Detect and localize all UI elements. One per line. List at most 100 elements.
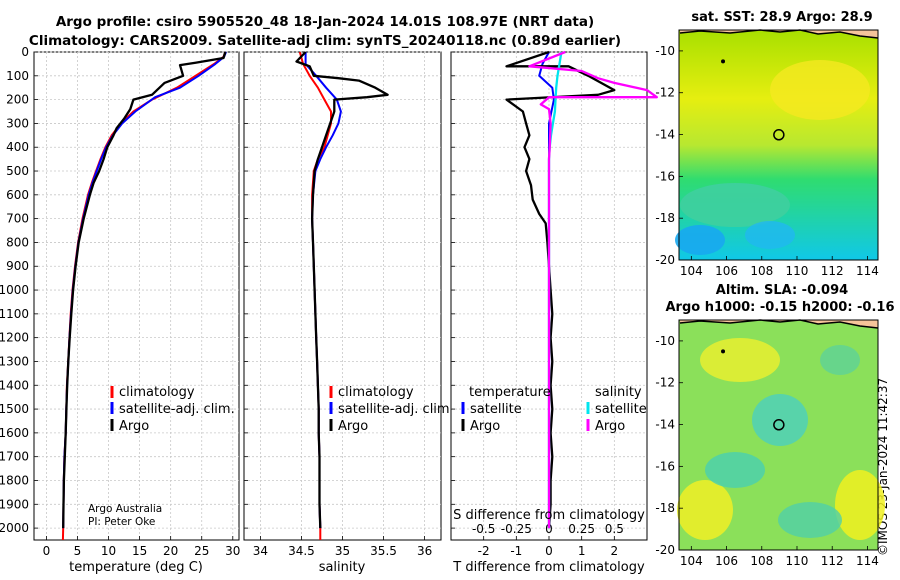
salinity-panel: 34 34.5 35 35.5 36 salinity climatology sate… [243,51,454,575]
ytick-label: 1900 [0,497,29,511]
credit-line1: Argo Australia [88,503,162,515]
legend-argo-s: Argo [338,419,368,434]
x2tick-label: -0.25 [501,522,532,536]
x2tick-label: -0.5 [472,522,495,536]
xtick-label: 30 [225,544,240,558]
ytick-label: 0 [21,45,29,59]
xtick-label: 35.5 [370,544,397,558]
lon-tick-label: 104 [680,264,703,278]
xtick-label: -1 [510,544,522,558]
temperature-panel: 0100200300400500600700800900100011001200… [0,45,240,575]
lon-tick-label: 108 [750,264,773,278]
legend-argo: Argo [119,419,149,434]
previous-position-marker [721,349,726,354]
xtick-label: 1 [578,544,586,558]
legend-climatology: climatology [119,385,195,400]
legend-temp-satellite: satellite [470,402,522,417]
lon-tick-label: 110 [786,264,809,278]
xtick-label: 35 [335,544,350,558]
ytick-label: 1800 [0,473,29,487]
ytick-label: 400 [6,140,29,154]
lon-tick-label: 112 [821,264,844,278]
ytick-label: 1500 [0,402,29,416]
xtick-label: 20 [163,544,178,558]
ytick-label: 300 [6,116,29,130]
lon-tick-label: 114 [856,554,879,568]
lon-tick-label: 106 [715,264,738,278]
lat-tick-label: -10 [655,334,675,348]
ytick-label: 700 [6,212,29,226]
lon-tick-label: 106 [715,554,738,568]
sla-map-title-line1: Altim. SLA: -0.094 [715,283,849,298]
previous-position-marker [721,59,726,64]
difference-xlabel: T difference from climatology [452,560,645,575]
ytick-label: 800 [6,235,29,249]
sst-map: 104 106 108 110 112 114 -10 -12 -14 -16 -18 -20 [655,29,879,278]
legend-sal-satellite: satellite [595,402,647,417]
xtick-label: 5 [74,544,82,558]
figure-title-line1: Argo profile: csiro 5905520_48 18-Jan-20… [55,14,595,30]
xtick-label: 36 [417,544,432,558]
lon-tick-label: 110 [786,554,809,568]
difference-legend: temperature salinity satellite Argo sate… [461,385,647,434]
credit-line2: PI: Peter Oke [88,516,155,528]
xtick-label: 25 [194,544,209,558]
difference-panel: -2 -1 0 1 2 -0.5 -0.25 0 0.25 0.5 T difference fr… [450,50,658,575]
ytick-label: 600 [6,188,29,202]
xtick-label: -2 [478,544,490,558]
legend-climatology-s: climatology [338,385,414,400]
x2tick-label: 0 [545,522,553,536]
legend-temp-argo: Argo [470,419,500,434]
xtick-label: 2 [611,544,619,558]
argo-position-marker [773,419,785,431]
lat-tick-label: -16 [655,459,675,473]
ytick-label: 2000 [0,521,29,535]
ytick-label: 100 [6,69,29,83]
ytick-label: 900 [6,259,29,273]
series-temperature-argo [505,50,616,529]
legend-temp-title: temperature [469,385,551,400]
x2tick-label: 0.25 [568,522,595,536]
lon-tick-label: 108 [750,554,773,568]
xtick-label: 0 [43,544,51,558]
series-argo [62,51,227,529]
ytick-label: 1100 [0,307,29,321]
legend-satellite-adj-s: satellite-adj. clim. [338,402,454,417]
series-salinity-argo [528,50,658,529]
lat-tick-label: -12 [655,376,675,390]
lon-tick-label: 112 [821,554,844,568]
ytick-label: 1700 [0,450,29,464]
lat-tick-label: -12 [655,86,675,100]
sst-map-title: sat. SST: 28.9 Argo: 28.9 [691,10,873,25]
ytick-label: 1200 [0,331,29,345]
lat-tick-label: -18 [655,501,675,515]
ytick-label: 1300 [0,354,29,368]
lat-tick-label: -14 [655,128,675,142]
lat-tick-label: -18 [655,211,675,225]
legend-sal-argo: Argo [595,419,625,434]
temperature-xlabel: temperature (deg C) [69,560,203,575]
legend-satellite-adj: satellite-adj. clim. [119,402,235,417]
series-temperature-satellite [538,51,555,529]
sla-map: 104 106 108 110 112 114 -10 -12 -14 -16 -18 -20 [655,319,885,568]
salinity-legend: climatology satellite-adj. clim. Argo [329,385,454,434]
ytick-label: 1400 [0,378,29,392]
xtick-label: 34.5 [288,544,315,558]
lat-tick-label: -10 [655,44,675,58]
temperature-legend: climatology satellite-adj. clim. Argo [110,385,235,434]
x2tick-label: 0.5 [605,522,624,536]
series-argo [295,51,389,529]
lat-tick-label: -14 [655,418,675,432]
lon-tick-label: 104 [680,554,703,568]
xtick-label: 15 [132,544,147,558]
xtick-label: 34 [253,544,268,558]
sla-map-title-line2: Argo h1000: -0.15 h2000: -0.16 [665,300,895,315]
figure-title-line2: Climatology: CARS2009. Satellite-adj cli… [28,33,622,49]
ytick-label: 1600 [0,426,29,440]
lat-tick-label: -20 [655,253,675,267]
lon-tick-label: 114 [856,264,879,278]
lat-tick-label: -20 [655,543,675,557]
ytick-label: 500 [6,164,29,178]
difference-top-label: S difference from climatology [453,508,645,523]
